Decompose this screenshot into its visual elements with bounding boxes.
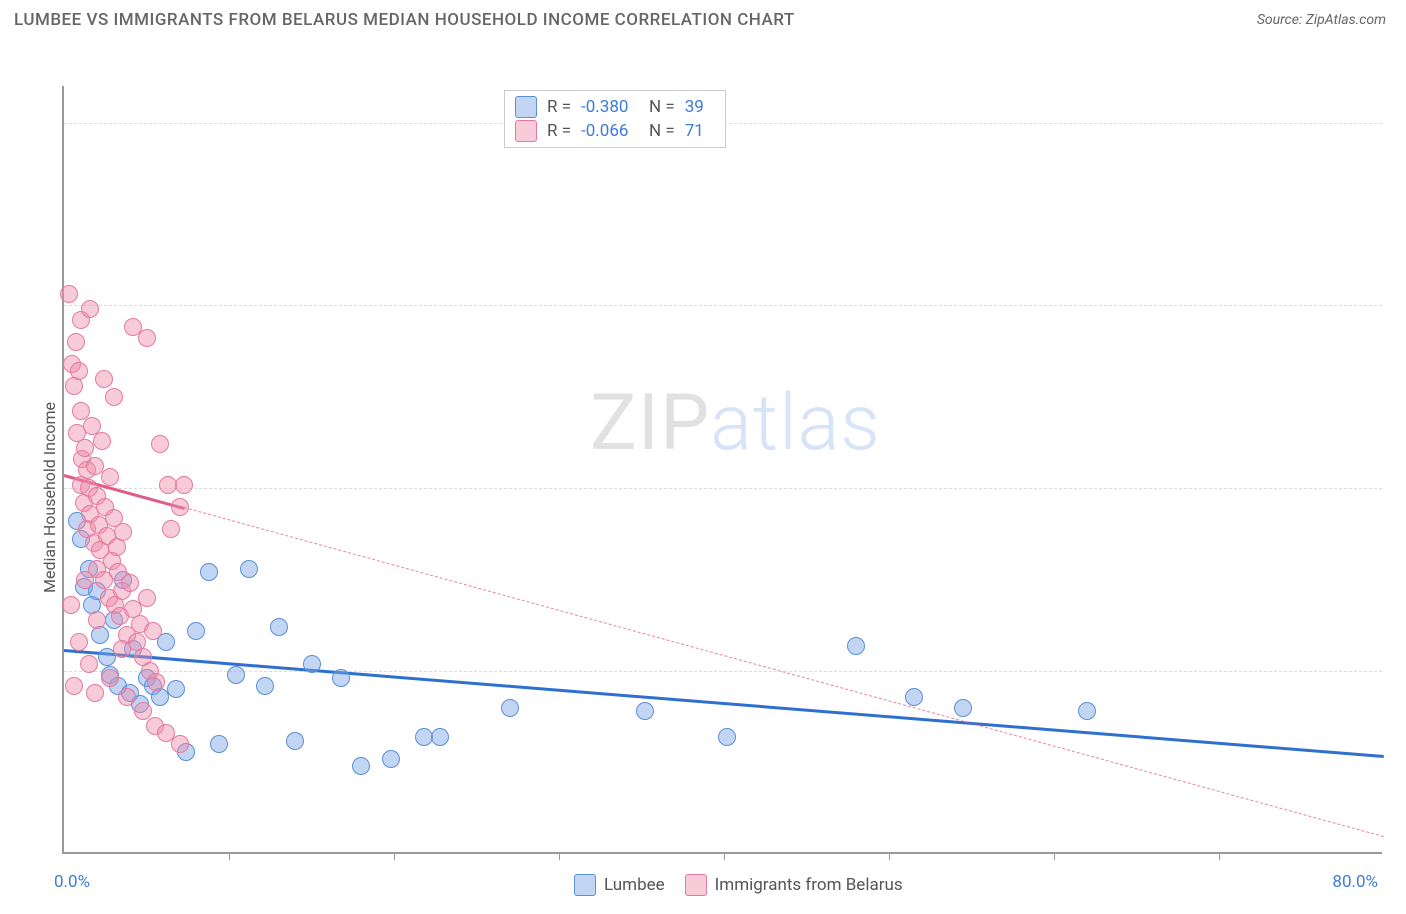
- data-point: [415, 728, 433, 746]
- x-tick: [229, 852, 230, 860]
- data-point: [113, 640, 131, 658]
- data-point: [270, 618, 288, 636]
- data-point: [76, 439, 94, 457]
- data-point: [114, 523, 132, 541]
- legend-label: Immigrants from Belarus: [715, 875, 903, 895]
- data-point: [144, 622, 162, 640]
- plot-area: $50,000$100,000$150,000$200,000R =-0.380…: [62, 86, 1382, 854]
- y-tick-label: $200,000: [1392, 113, 1406, 133]
- data-point: [332, 669, 350, 687]
- stats-row: R = -0.380 N = 39: [515, 95, 715, 119]
- stat-r-value: -0.066: [581, 121, 639, 141]
- data-point: [162, 520, 180, 538]
- data-point: [171, 735, 189, 753]
- data-point: [954, 699, 972, 717]
- stat-r-value: -0.380: [581, 97, 639, 117]
- data-point: [1078, 702, 1096, 720]
- stat-r-label: R =: [547, 97, 571, 117]
- data-point: [80, 655, 98, 673]
- legend-swatch: [574, 874, 596, 896]
- x-tick: [559, 852, 560, 860]
- source-prefix: Source:: [1257, 12, 1306, 28]
- stat-n-value: 71: [685, 121, 715, 141]
- data-point: [138, 589, 156, 607]
- data-point: [101, 669, 119, 687]
- data-point: [175, 476, 193, 494]
- legend-item: Immigrants from Belarus: [685, 874, 903, 896]
- data-point: [88, 611, 106, 629]
- chart-title: LUMBEE VS IMMIGRANTS FROM BELARUS MEDIAN…: [14, 10, 795, 30]
- data-point: [171, 498, 189, 516]
- chart-header: LUMBEE VS IMMIGRANTS FROM BELARUS MEDIAN…: [0, 0, 1406, 38]
- legend-swatch: [685, 874, 707, 896]
- y-tick-label: $150,000: [1392, 295, 1406, 315]
- data-point: [210, 735, 228, 753]
- gridline: [64, 671, 1382, 672]
- y-tick-label: $50,000: [1392, 661, 1406, 681]
- data-point: [501, 699, 519, 717]
- data-point: [101, 468, 119, 486]
- y-axis-label: Median Household Income: [40, 402, 59, 593]
- data-point: [86, 684, 104, 702]
- data-point: [303, 655, 321, 673]
- data-point: [105, 388, 123, 406]
- data-point: [118, 688, 136, 706]
- x-tick: [1219, 852, 1220, 860]
- series-legend: Lumbee Immigrants from Belarus: [574, 874, 903, 896]
- data-point: [70, 362, 88, 380]
- data-point: [147, 673, 165, 691]
- data-point: [431, 728, 449, 746]
- data-point: [636, 702, 654, 720]
- data-point: [62, 596, 80, 614]
- data-point: [167, 680, 185, 698]
- data-point: [159, 476, 177, 494]
- data-point: [256, 677, 274, 695]
- data-point: [70, 633, 88, 651]
- x-tick: [889, 852, 890, 860]
- stat-n-label: N =: [649, 121, 675, 141]
- data-point: [847, 637, 865, 655]
- data-point: [65, 677, 83, 695]
- data-point: [138, 329, 156, 347]
- source-attribution: Source: ZipAtlas.com: [1257, 12, 1386, 28]
- x-tick: [394, 852, 395, 860]
- gridline: [64, 305, 1382, 306]
- data-point: [151, 435, 169, 453]
- data-point: [905, 688, 923, 706]
- source-name: ZipAtlas.com: [1306, 12, 1386, 28]
- data-point: [352, 757, 370, 775]
- data-point: [76, 571, 94, 589]
- data-point: [67, 333, 85, 351]
- data-point: [718, 728, 736, 746]
- legend-item: Lumbee: [574, 874, 665, 896]
- legend-swatch: [515, 96, 537, 118]
- stats-row: R = -0.066 N = 71: [515, 119, 715, 143]
- y-tick-label: $100,000: [1392, 478, 1406, 498]
- stat-n-label: N =: [649, 97, 675, 117]
- correlation-chart: $50,000$100,000$150,000$200,000R =-0.380…: [14, 38, 1392, 914]
- data-point: [60, 285, 78, 303]
- data-point: [95, 370, 113, 388]
- x-max-label: 80.0%: [1332, 872, 1378, 892]
- x-min-label: 0.0%: [54, 872, 90, 892]
- legend-swatch: [515, 120, 537, 142]
- x-tick: [1054, 852, 1055, 860]
- data-point: [240, 560, 258, 578]
- x-tick: [724, 852, 725, 860]
- data-point: [227, 666, 245, 684]
- legend-label: Lumbee: [604, 875, 665, 895]
- data-point: [382, 750, 400, 768]
- stats-legend: R = -0.380 N = 39 R = -0.066 N = 71: [504, 90, 726, 148]
- stat-n-value: 39: [685, 97, 715, 117]
- gridline: [64, 488, 1382, 489]
- data-point: [200, 563, 218, 581]
- data-point: [121, 574, 139, 592]
- data-point: [286, 732, 304, 750]
- data-point: [187, 622, 205, 640]
- data-point: [93, 432, 111, 450]
- stat-r-label: R =: [547, 121, 571, 141]
- data-point: [81, 300, 99, 318]
